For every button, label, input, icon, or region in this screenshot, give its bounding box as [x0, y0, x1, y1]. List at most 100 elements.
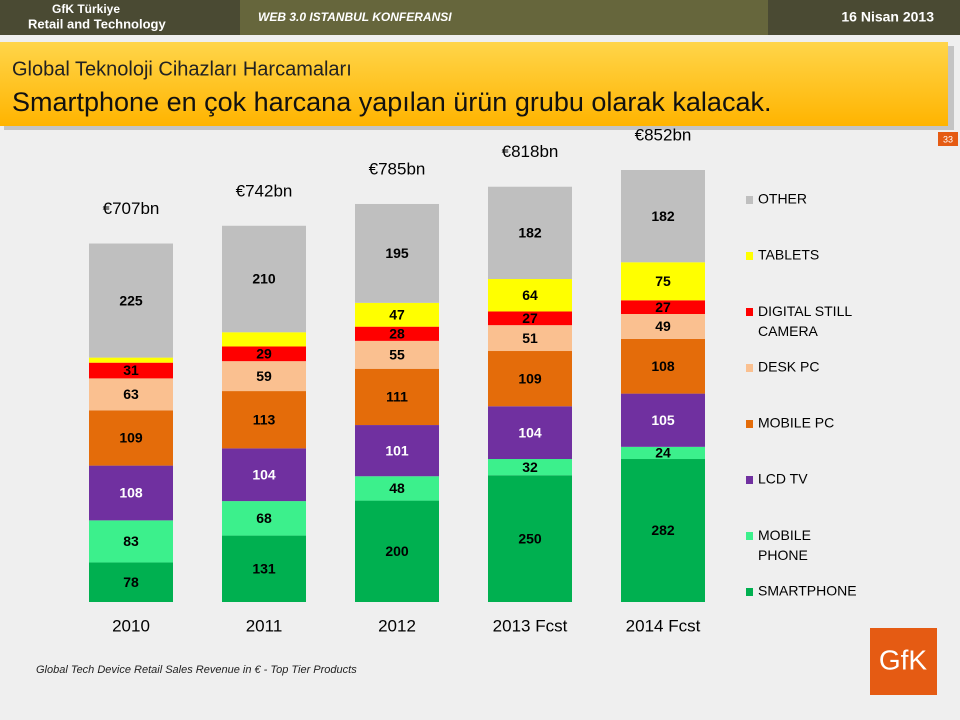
- banner-headline: Smartphone en çok harcana yapılan ürün g…: [12, 87, 771, 117]
- bar-segment: [89, 562, 173, 602]
- legend-swatch: [746, 588, 753, 596]
- data-label: 282: [651, 522, 675, 538]
- legend-swatch: [746, 364, 753, 372]
- banner: [0, 42, 948, 126]
- legend-swatch: [746, 252, 753, 260]
- data-label: 113: [253, 411, 276, 427]
- total-label: €818bn: [502, 142, 559, 161]
- bar-segment: [222, 448, 306, 502]
- bar-segment: [488, 351, 572, 407]
- header-center: [240, 0, 768, 35]
- data-label: 63: [123, 386, 139, 402]
- data-label: 109: [518, 370, 542, 386]
- bar-segment: [621, 262, 705, 301]
- legend-label: SMARTPHONE: [758, 583, 857, 599]
- bar-segment: [488, 311, 572, 326]
- data-label: 108: [119, 485, 143, 501]
- banner-subtitle: Global Teknoloji Cihazları Harcamaları: [12, 58, 352, 80]
- x-tick-label: 2010: [112, 616, 150, 635]
- data-label: 210: [252, 271, 276, 287]
- data-label: 78: [123, 574, 139, 590]
- data-label: 111: [386, 389, 408, 405]
- data-label: 104: [252, 466, 276, 482]
- legend-swatch: [746, 476, 753, 484]
- logo: GfK: [879, 644, 928, 675]
- data-label: 24: [655, 445, 671, 461]
- data-label: 109: [119, 430, 143, 446]
- bar-segment: [621, 446, 705, 460]
- bar-segment: [89, 362, 173, 379]
- data-label: 182: [518, 225, 542, 241]
- bar-segment: [488, 186, 572, 280]
- bar-segment: [222, 535, 306, 602]
- bar-segment: [355, 368, 439, 426]
- event: WEB 3.0 ISTANBUL KONFERANSI: [258, 10, 452, 24]
- bar-segment: [621, 338, 705, 394]
- bar-segment: [621, 393, 705, 447]
- x-tick-label: 2012: [378, 616, 416, 635]
- total-label: €707bn: [103, 199, 160, 218]
- bar-segment: [89, 520, 173, 563]
- legend-label: OTHER: [758, 191, 807, 207]
- bar-segment: [488, 406, 572, 460]
- legend-label: DESK PC: [758, 359, 819, 375]
- bar-segment: [355, 302, 439, 327]
- legend-label: DIGITAL STILL CAMERA: [758, 303, 852, 339]
- data-label: 27: [655, 299, 671, 315]
- data-label: 49: [655, 318, 671, 334]
- org-line1: GfK Türkiye: [52, 2, 120, 16]
- legend-label: TABLETS: [758, 247, 819, 263]
- bar-segment: [488, 459, 572, 476]
- bar-segment: [488, 475, 572, 602]
- date: 16 Nisan 2013: [841, 9, 934, 25]
- bar-segment: [621, 170, 705, 263]
- legend-swatch: [746, 196, 753, 204]
- org-line2: Retail and Technology: [28, 16, 166, 31]
- data-label: 225: [119, 292, 143, 308]
- bar-segment: [355, 476, 439, 501]
- bar-segment: [355, 340, 439, 369]
- bar-segment: [488, 325, 572, 352]
- bar-segment: [355, 500, 439, 602]
- data-label: 32: [522, 459, 538, 475]
- bar-segment: [89, 378, 173, 411]
- bar-segment: [355, 425, 439, 477]
- header-right: [768, 0, 960, 35]
- page-number: 33: [943, 134, 953, 144]
- data-label: 51: [522, 330, 538, 346]
- bar-segment: [89, 357, 173, 363]
- data-label: 28: [389, 325, 405, 341]
- data-label: 27: [522, 310, 538, 326]
- data-label: 59: [256, 368, 272, 384]
- data-label: 250: [518, 530, 542, 546]
- legend-label: MOBILE PC: [758, 415, 834, 431]
- bar-segment: [355, 203, 439, 303]
- logo-box: [870, 628, 937, 695]
- data-label: 31: [123, 362, 139, 378]
- data-label: 48: [389, 480, 405, 496]
- bar-segment: [222, 361, 306, 392]
- page-number-box: [938, 132, 958, 146]
- data-label: 105: [651, 412, 675, 428]
- bar-segment: [222, 332, 306, 347]
- data-label: 195: [385, 245, 409, 261]
- data-label: 47: [389, 306, 405, 322]
- data-label: 29: [256, 346, 272, 362]
- data-label: 55: [389, 347, 405, 363]
- bar-segment: [222, 501, 306, 536]
- bar-segment: [621, 459, 705, 602]
- data-label: 182: [651, 208, 675, 224]
- legend-label: MOBILE PHONE: [758, 527, 811, 563]
- bar-segment: [89, 243, 173, 358]
- bar-segment: [222, 391, 306, 449]
- data-label: 64: [522, 287, 538, 303]
- x-tick-label: 2011: [246, 616, 283, 635]
- bar-segment: [89, 465, 173, 521]
- total-label: €785bn: [369, 159, 426, 178]
- bar-segment: [89, 410, 173, 466]
- data-label: 101: [385, 442, 409, 458]
- header-left: [0, 0, 240, 35]
- x-tick-label: 2014 Fcst: [626, 616, 701, 635]
